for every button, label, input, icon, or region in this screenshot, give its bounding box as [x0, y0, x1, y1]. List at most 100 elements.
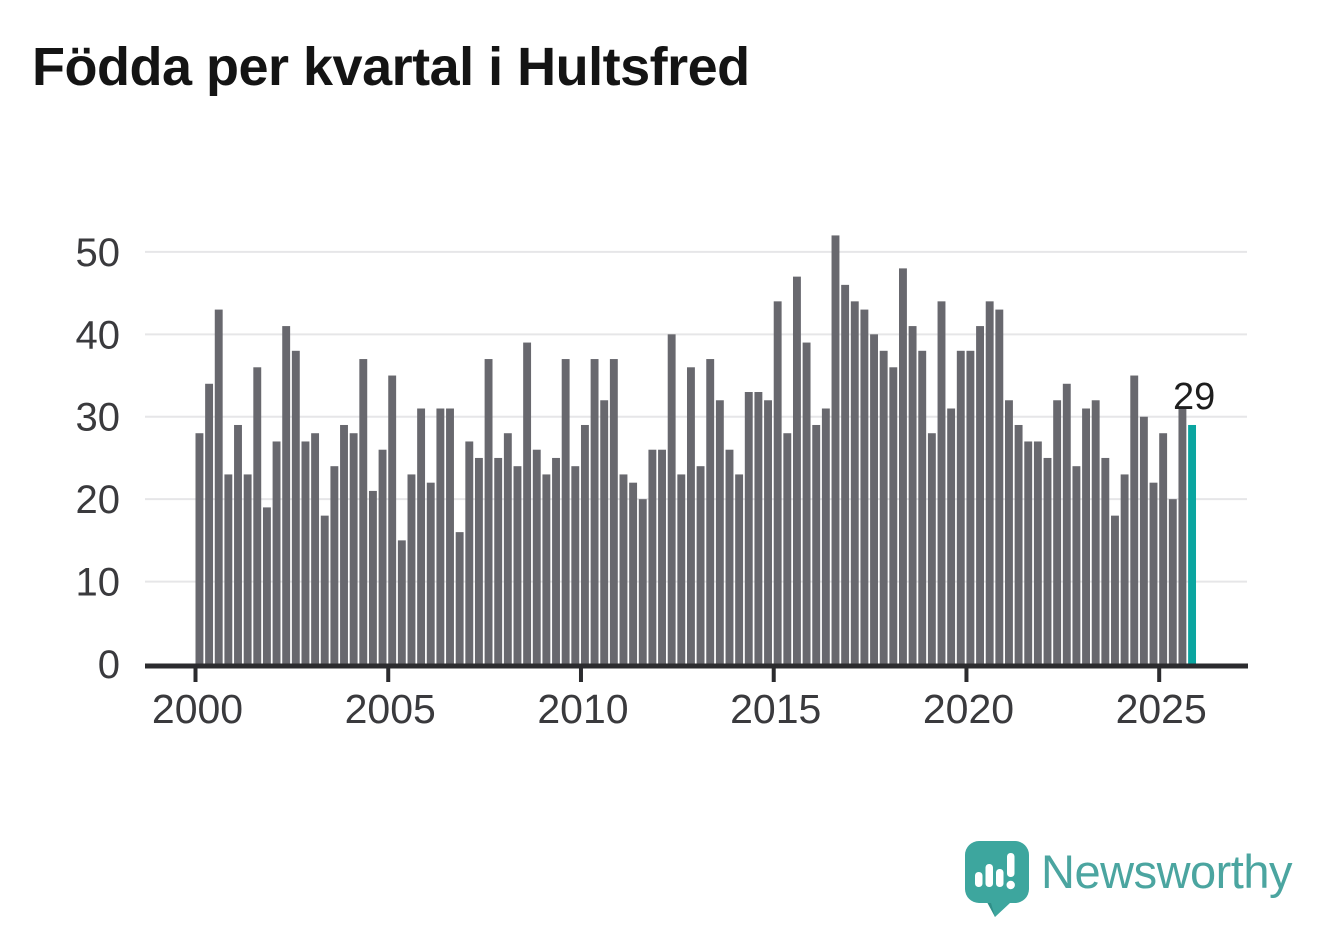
- bar-2013-q2: [706, 359, 715, 664]
- bar-2001-q3: [253, 367, 262, 664]
- x-axis-label-2010: 2010: [537, 686, 628, 732]
- bar-2011-q4: [648, 449, 657, 664]
- bar-2025-q3: [1178, 408, 1187, 664]
- bar-2011-q2: [629, 482, 638, 664]
- bar-2003-q3: [330, 466, 339, 664]
- bar-2005-q3: [407, 474, 416, 664]
- bar-2004-q4: [378, 449, 387, 664]
- bar-2010-q3: [600, 400, 609, 664]
- bar-2021-q1: [1005, 400, 1013, 664]
- bar-2005-q2: [397, 540, 406, 664]
- bar-2012-q1: [658, 449, 666, 664]
- newsworthy-brand: Newsworthy: [965, 841, 1292, 919]
- y-axis-label-40: 40: [76, 313, 121, 357]
- bar-2008-q2: [513, 466, 522, 664]
- x-axis-label-2025: 2025: [1116, 686, 1207, 732]
- bar-2001-q4: [262, 507, 271, 664]
- bar-2023-q3: [1101, 457, 1110, 664]
- bar-2008-q3: [523, 342, 532, 664]
- bar-2024-q4: [1149, 482, 1158, 664]
- bar-2014-q2: [744, 392, 753, 664]
- highlight-bar-2025-q4: [1188, 424, 1197, 664]
- bar-2007-q2: [474, 457, 483, 664]
- bar-2016-q4: [841, 284, 850, 664]
- y-axis-label-20: 20: [76, 478, 121, 522]
- bar-2016-q2: [821, 408, 830, 664]
- bar-2001-q1: [234, 424, 242, 664]
- bar-2017-q3: [870, 334, 878, 664]
- y-axis-label-50: 50: [76, 231, 121, 275]
- bar-2005-q1: [388, 375, 397, 664]
- logo-exclamation-dot: [1006, 880, 1015, 890]
- bar-2013-q1: [696, 466, 705, 664]
- bar-2013-q4: [725, 449, 734, 664]
- bar-2012-q3: [677, 474, 686, 664]
- bar-2009-q3: [561, 359, 570, 664]
- bar-2003-q4: [340, 424, 348, 664]
- newsworthy-logo-icon: [965, 841, 1030, 917]
- bar-2021-q3: [1024, 441, 1033, 664]
- bar-2018-q2: [899, 268, 907, 664]
- bar-2021-q2: [1014, 424, 1023, 664]
- x-axis-label-2015: 2015: [730, 686, 821, 732]
- bar-2012-q4: [686, 367, 695, 664]
- bar-2006-q4: [455, 532, 464, 664]
- bar-2003-q2: [320, 515, 329, 664]
- bar-2000-q2: [205, 383, 214, 664]
- bar-2022-q2: [1053, 400, 1062, 664]
- bar-2023-q4: [1111, 515, 1119, 664]
- bar-2022-q3: [1062, 383, 1071, 664]
- bar-2006-q2: [436, 408, 445, 664]
- bar-2018-q3: [908, 326, 917, 664]
- bar-2011-q3: [638, 499, 647, 664]
- y-axis-label-0: 0: [98, 643, 120, 687]
- bar-2012-q2: [667, 334, 676, 664]
- bar-2010-q2: [590, 359, 599, 664]
- newsworthy-wordmark: Newsworthy: [1041, 845, 1292, 898]
- bar-2007-q3: [484, 359, 493, 664]
- bar-2019-q3: [947, 408, 956, 664]
- bar-2025-q1: [1159, 433, 1168, 664]
- bar-2020-q3: [985, 301, 994, 664]
- x-axis-label-2000: 2000: [152, 686, 243, 732]
- bar-2017-q1: [850, 301, 859, 664]
- bar-2020-q4: [995, 309, 1004, 664]
- bar-2006-q3: [446, 408, 454, 664]
- bar-2020-q1: [966, 350, 975, 664]
- bar-2014-q3: [754, 392, 763, 664]
- bar-2022-q1: [1043, 457, 1052, 664]
- bar-2019-q2: [937, 301, 946, 664]
- bar-2004-q1: [349, 433, 358, 664]
- bar-2017-q2: [860, 309, 869, 664]
- bar-2015-q2: [783, 433, 792, 664]
- bar-2007-q1: [465, 441, 474, 664]
- x-axis-label-2020: 2020: [923, 686, 1014, 732]
- bar-2015-q3: [792, 276, 801, 664]
- bar-chart: 0 10 20 30 40 50 2000 2005 2010 2015 2020 2025 29: [76, 231, 1248, 732]
- bar-2014-q4: [764, 400, 772, 664]
- bar-2013-q3: [715, 400, 724, 664]
- bar-2000-q4: [224, 474, 233, 664]
- bar-2001-q2: [243, 474, 252, 664]
- bar-2022-q4: [1072, 466, 1081, 664]
- bar-2015-q1: [773, 301, 782, 664]
- bar-2011-q1: [619, 474, 628, 664]
- x-axis-label-2005: 2005: [345, 686, 436, 732]
- bar-2003-q1: [311, 433, 320, 664]
- bar-2004-q2: [359, 359, 368, 664]
- bar-2023-q1: [1082, 408, 1090, 664]
- bar-2023-q2: [1091, 400, 1100, 664]
- bar-2016-q3: [831, 235, 840, 665]
- bar-2019-q1: [927, 433, 936, 664]
- bar-2002-q1: [272, 441, 281, 664]
- bar-2005-q4: [417, 408, 426, 664]
- bar-2018-q4: [918, 350, 927, 664]
- y-axis-label-30: 30: [76, 396, 121, 440]
- bar-2025-q2: [1168, 499, 1177, 664]
- bar-2015-q4: [802, 342, 811, 664]
- bar-2016-q1: [812, 424, 821, 664]
- bar-2024-q2: [1130, 375, 1139, 664]
- bar-2000-q1: [195, 433, 204, 664]
- bar-2008-q4: [532, 449, 541, 664]
